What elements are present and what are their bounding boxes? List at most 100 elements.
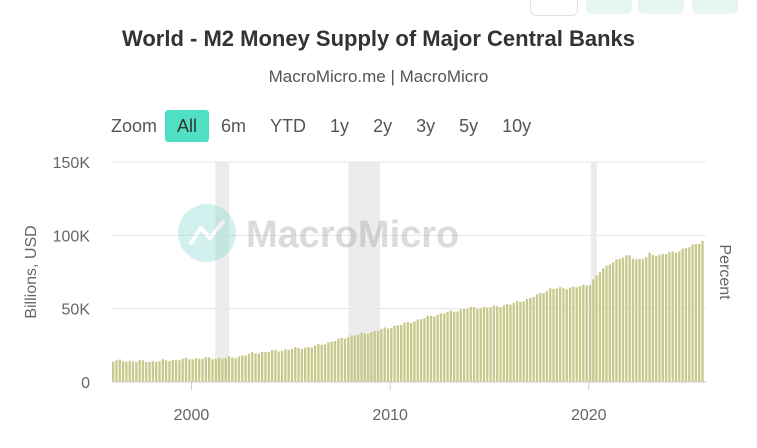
bar [525, 298, 529, 382]
bar [433, 316, 436, 382]
bar [562, 288, 565, 382]
bar [360, 332, 363, 382]
toolbar-button-1[interactable] [530, 0, 578, 16]
bar [353, 335, 357, 382]
bar [168, 361, 171, 382]
range-all-button[interactable]: All [165, 110, 210, 142]
bar [582, 284, 585, 382]
bar [251, 352, 254, 382]
range-2y-button[interactable]: 2y [373, 116, 393, 136]
bar [625, 255, 628, 382]
bar [499, 307, 502, 382]
bar [555, 288, 558, 382]
bar [443, 313, 446, 382]
bar [320, 344, 323, 382]
bar [188, 359, 191, 382]
bar [658, 254, 661, 382]
recession-band [590, 162, 597, 382]
bar [628, 255, 631, 382]
range-ytd-button[interactable]: YTD [270, 116, 307, 136]
bar [621, 257, 625, 382]
bar [502, 305, 506, 382]
range-6m-button[interactable]: 6m [221, 116, 247, 136]
bar [585, 285, 588, 382]
bar [217, 357, 221, 382]
bar [138, 360, 141, 382]
bar [698, 243, 701, 382]
toolbar-button-3[interactable] [638, 0, 684, 14]
bar [489, 307, 492, 382]
bar [459, 309, 462, 382]
bar [393, 325, 396, 382]
bar [565, 289, 568, 382]
bar [390, 328, 393, 382]
bar [247, 353, 251, 382]
bar [635, 259, 638, 382]
bar [645, 257, 648, 382]
bar [595, 275, 598, 382]
bar [572, 286, 575, 382]
bar [174, 359, 178, 382]
range-5y-button[interactable]: 5y [459, 116, 479, 136]
bar [267, 352, 270, 382]
range-3y-button[interactable]: 3y [416, 116, 436, 136]
bar [618, 258, 621, 382]
bar [280, 350, 284, 382]
bar [631, 258, 635, 382]
bar [340, 337, 343, 382]
bar [164, 360, 168, 382]
bar [496, 306, 499, 382]
bar [264, 352, 267, 382]
bar [608, 264, 611, 382]
bar [439, 313, 443, 382]
bar [469, 306, 472, 382]
bar [602, 268, 605, 382]
bar [512, 302, 515, 382]
recession-band [215, 162, 230, 382]
bar [426, 315, 429, 382]
watermark-text: MacroMicro [246, 214, 459, 256]
y-axis-label: Billions, USD [23, 225, 40, 318]
bar [208, 357, 211, 382]
bar [184, 357, 188, 382]
toolbar-button-2[interactable] [586, 0, 632, 14]
bar [472, 307, 476, 382]
bar [383, 327, 386, 382]
bar [194, 358, 198, 382]
bar [482, 306, 486, 382]
bar [357, 334, 360, 382]
bar [370, 332, 373, 382]
x-axis-ticks: 2000 2010 2020 [174, 382, 607, 424]
bar [515, 301, 519, 382]
bar [241, 355, 244, 382]
bar [396, 325, 400, 382]
watermark-logo-line-icon [189, 220, 225, 245]
y-tick-label: 100K [53, 228, 91, 245]
range-1y-button[interactable]: 1y [330, 116, 350, 136]
y-axis-ticks: 0 50K 100K 150K [53, 155, 91, 392]
watermark: MacroMicro [178, 204, 459, 262]
bar [641, 259, 645, 382]
range-selector: Zoom All 6m YTD 1y 2y 3y 5y 10y [111, 110, 543, 142]
bar [260, 352, 264, 382]
range-10y-button[interactable]: 10y [502, 116, 532, 136]
bar [492, 305, 496, 382]
bar [462, 308, 466, 382]
bar [221, 358, 224, 382]
bar [112, 361, 115, 382]
bar [386, 328, 390, 382]
bar [409, 323, 413, 382]
bar [135, 361, 138, 382]
bar [446, 311, 449, 382]
bar [317, 343, 320, 382]
toolbar-button-4[interactable] [692, 0, 738, 14]
bar [638, 258, 641, 382]
bar [449, 310, 453, 382]
bar [115, 360, 118, 382]
bar [416, 319, 419, 382]
bar [380, 329, 383, 382]
bar [277, 351, 280, 382]
bar [592, 279, 595, 382]
bar [343, 338, 347, 382]
x-tick-label: 2020 [571, 407, 607, 424]
